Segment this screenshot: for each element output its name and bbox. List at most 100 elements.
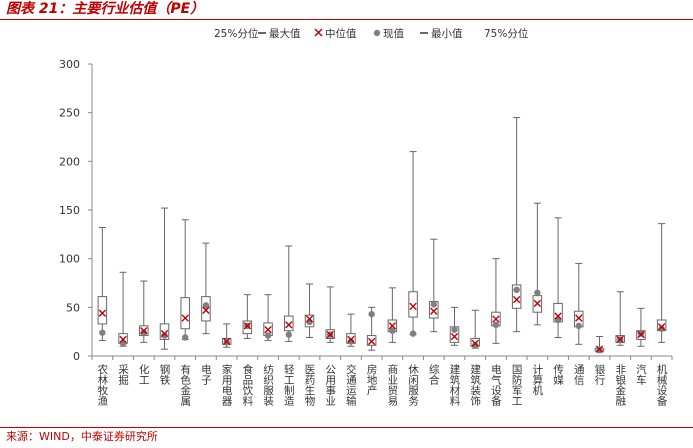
x-tick-label: 轻工制造: [283, 363, 295, 406]
legend-median: 中位值: [314, 27, 357, 40]
x-tick-label: 纺织服装: [262, 363, 274, 407]
box-group: [284, 245, 294, 342]
median-marker: [181, 314, 189, 322]
legend-current-swatch: [373, 29, 381, 37]
current-value-dot: [285, 331, 292, 338]
median-marker: [512, 295, 521, 304]
box-group: [574, 263, 584, 345]
current-value-dot: [202, 302, 210, 309]
median-marker: [657, 323, 666, 331]
current-value-dot: [140, 329, 147, 336]
current-value-dot: [161, 332, 168, 339]
median-marker: [492, 315, 500, 323]
box-group: [139, 280, 149, 343]
x-tick-label: 休闲服务: [407, 364, 419, 407]
current-value-dot: [389, 327, 396, 334]
x-tick-label: 医药生物: [304, 364, 316, 407]
legend-median-swatch: [314, 28, 323, 37]
legend-label: 25%分位: [214, 27, 259, 40]
box-group: [97, 227, 108, 341]
legend-label: 中位值: [325, 27, 357, 40]
legend-q75: 75%分位: [484, 27, 529, 40]
median-marker: [202, 306, 210, 314]
median-marker: [285, 321, 293, 329]
legend-min: 最小值: [420, 27, 463, 40]
legend-label: 75%分位: [484, 27, 529, 40]
y-tick-label: 250: [59, 107, 80, 120]
current-value-dot: [182, 334, 189, 341]
iqr-box: [408, 291, 418, 318]
x-tick-label: 公用事业: [324, 364, 336, 406]
box-group: [159, 207, 170, 350]
median-marker: [140, 326, 148, 335]
x-tick-label: 汽车: [635, 363, 647, 386]
page-title: 图表 21：主要行业估值（PE）: [6, 1, 205, 17]
legend-current: 现值: [373, 27, 404, 40]
current-value-dot: [347, 338, 355, 345]
x-tick-label: 有色金属: [179, 363, 191, 407]
x-tick-label: 电子: [200, 363, 212, 385]
iqr-box: [180, 297, 190, 330]
median-marker: [388, 322, 397, 330]
box-group: [263, 294, 273, 341]
box-group: [118, 271, 128, 347]
title-divider: [0, 19, 693, 20]
box-group: [221, 323, 232, 348]
box-group: [511, 117, 522, 333]
chart-plot-area: [97, 117, 667, 354]
chart-axes: 0 50 100 150 200 250 300: [59, 58, 673, 363]
x-tick-label: 家用电器: [221, 363, 233, 407]
chart-legend: 25%分位 最大值 中位值 现值 最小值 75%分位: [214, 27, 529, 40]
box-group: [594, 336, 605, 354]
box-group: [325, 286, 335, 343]
median-marker: [430, 307, 438, 315]
current-value-dot: [264, 332, 272, 339]
median-marker: [160, 329, 169, 338]
median-marker: [243, 322, 252, 330]
box-group: [242, 294, 253, 339]
box-group: [532, 202, 543, 326]
current-value-dot: [534, 289, 541, 296]
iqr-box: [97, 296, 108, 325]
y-tick-label: 300: [59, 58, 80, 71]
box-group: [615, 291, 625, 346]
median-marker: [347, 335, 355, 344]
box-group: [449, 306, 460, 346]
x-tick-label: 房地产: [366, 363, 378, 396]
x-tick-label: 采掘: [117, 364, 129, 386]
x-tick-label: 农林牧渔: [96, 363, 108, 407]
current-value-dot: [409, 330, 417, 337]
median-marker: [264, 326, 272, 334]
current-value-dot: [575, 322, 582, 330]
iqr-box: [511, 284, 522, 309]
current-value-dot: [368, 310, 375, 318]
x-tick-label: 钢铁: [159, 363, 171, 386]
median-marker: [616, 335, 624, 344]
y-tick-label: 150: [59, 204, 80, 217]
y-tick-label: 50: [66, 301, 80, 314]
box-group: [491, 258, 501, 344]
box-group: [201, 242, 211, 335]
median-marker: [575, 314, 583, 322]
x-tick-label: 食品饮料: [241, 363, 253, 407]
box-group: [387, 287, 398, 343]
iqr-box: [284, 315, 294, 332]
median-marker: [119, 335, 127, 344]
median-marker: [326, 330, 334, 339]
y-tick-label: 100: [59, 253, 80, 266]
legend-label: 最小值: [431, 27, 463, 40]
x-tick-label: 交通运输: [345, 363, 357, 407]
median-marker: [595, 345, 604, 353]
legend-label: 现值: [383, 27, 404, 40]
current-value-dot: [658, 325, 665, 332]
box-group: [553, 217, 563, 339]
chart-x-tick-labels: 农林牧渔 采掘 化工 钢铁 有色金属 电子 家用电器 食品饮料 纺织服装 轻工制造 医药生物 公用事业…: [96, 363, 667, 407]
current-value-dot: [430, 301, 437, 308]
x-tick-label: 综合: [428, 363, 440, 386]
current-value-dot: [472, 342, 479, 349]
x-tick-label: 国防军工: [511, 364, 523, 406]
median-marker: [98, 309, 107, 317]
legend-q25: 25%分位: [214, 27, 259, 40]
legend-max: 最大值: [258, 27, 301, 40]
